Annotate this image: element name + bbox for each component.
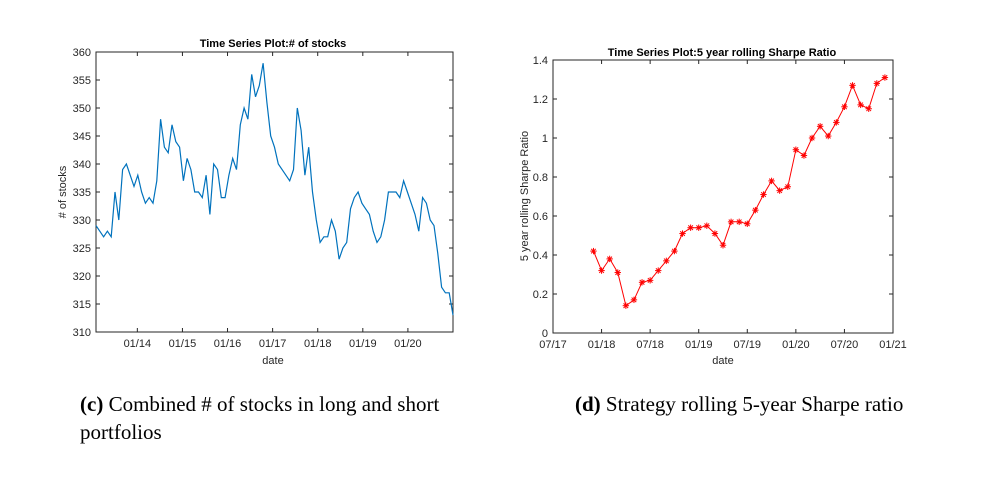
data-point [865,105,872,112]
caption-d: (d) Strategy rolling 5-year Sharpe ratio [575,390,975,418]
y-tick-label: 340 [73,159,91,171]
data-point [646,277,654,284]
data-point [606,255,613,263]
series-line [95,63,454,316]
x-tick-label: 01/19 [685,339,713,351]
data-point [744,220,751,227]
data-point [622,302,630,309]
y-tick-label: 350 [73,103,91,115]
x-tick-label: 07/20 [831,339,859,351]
x-axis-label: date [712,355,733,367]
data-point [735,218,743,226]
data-point [881,74,889,81]
data-point [857,101,864,109]
data-point [630,296,638,304]
x-tick-label: 01/18 [304,338,332,350]
y-tick-label: 345 [73,131,91,143]
data-point [598,267,605,274]
y-axis-label: 5 year rolling Sharpe Ratio [519,131,531,261]
x-tick-label: 01/18 [588,339,616,351]
data-point [841,103,848,110]
data-point [849,82,856,89]
x-tick-label: 07/19 [734,339,762,351]
y-tick-label: 1 [542,133,548,145]
data-point [768,177,775,185]
x-tick-label: 07/17 [539,339,567,351]
data-point [833,119,840,126]
data-point [687,224,694,231]
x-tick-label: 01/14 [124,338,152,350]
y-tick-label: 0 [542,328,548,340]
data-point [816,123,824,130]
data-point [800,152,808,159]
y-tick-label: 360 [73,47,91,59]
plot-area [552,59,894,334]
caption-text: Strategy rolling 5-year Sharpe ratio [600,392,904,416]
data-point [752,206,759,214]
y-tick-label: 1.2 [533,94,548,106]
data-point [760,191,767,198]
data-point [776,187,783,194]
x-tick-label: 01/15 [169,338,197,350]
x-tick-label: 01/20 [782,339,810,351]
y-tick-label: 355 [73,75,91,87]
y-tick-label: 335 [73,187,91,199]
y-tick-label: 325 [73,243,91,255]
data-point [711,230,719,237]
data-point [663,257,670,265]
y-tick-label: 315 [73,299,91,311]
y-tick-label: 0.8 [533,172,548,184]
y-tick-label: 1.4 [533,55,548,67]
y-tick-label: 330 [73,215,91,227]
y-tick-label: 320 [73,271,91,283]
caption-label: (d) [575,392,601,416]
data-point [671,247,678,255]
caption-c: (c) Combined # of stocks in long and sho… [80,390,480,446]
x-axis-label: date [262,355,283,367]
x-tick-label: 01/19 [349,338,377,350]
data-point [590,247,597,255]
x-tick-label: 01/17 [259,338,287,350]
x-tick-label: 01/21 [879,339,907,351]
data-point [638,279,646,286]
x-tick-label: 01/16 [214,338,242,350]
chart-title: Time Series Plot:5 year rolling Sharpe R… [608,47,837,59]
data-point [873,80,881,87]
y-tick-label: 0.2 [533,289,548,301]
y-axis-label: # of stocks [57,165,69,218]
sharpe-ratio-chart: Time Series Plot:5 year rolling Sharpe R… [519,47,907,367]
y-tick-label: 310 [73,327,91,339]
data-point [614,269,621,276]
x-tick-label: 01/20 [394,338,422,350]
caption-label: (c) [80,392,104,416]
data-point [808,134,816,142]
data-point [679,230,686,237]
data-point [655,267,662,274]
caption-text: Combined # of stocks in long and short p… [80,392,440,444]
y-tick-label: 0.6 [533,211,548,223]
data-point [792,146,800,153]
data-point [703,222,711,229]
chart-title: Time Series Plot:# of stocks [200,38,347,50]
data-point [727,218,735,226]
stocks-count-chart: Time Series Plot:# of stocks 310 315 320 32… [57,38,454,367]
data-point [695,224,702,231]
y-tick-label: 0.4 [533,250,548,262]
data-point [825,132,832,140]
data-point [784,183,791,190]
data-point [719,242,727,249]
x-tick-label: 07/18 [636,339,664,351]
